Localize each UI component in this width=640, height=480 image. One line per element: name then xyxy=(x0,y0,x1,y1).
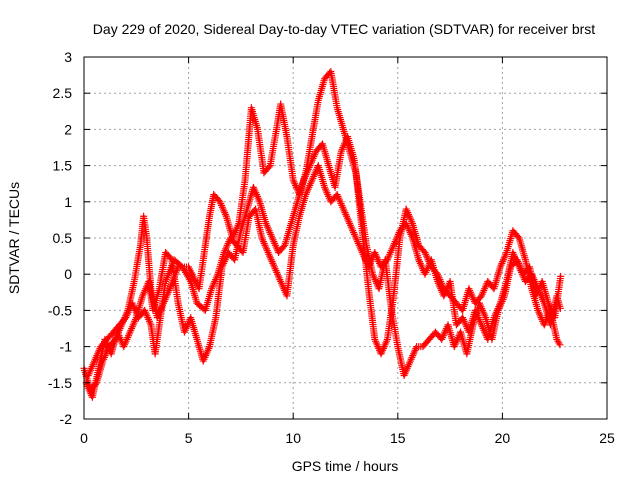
data-point-trace-b xyxy=(557,272,565,280)
data-point-trace-a xyxy=(265,163,273,171)
y-axis-label: SDTVAR / TECUs xyxy=(6,182,22,294)
x-tick-label: 25 xyxy=(599,430,615,446)
x-axis-ticks: 0 5 10 15 20 25 xyxy=(80,57,615,446)
y-tick-label: -0.5 xyxy=(48,302,72,318)
y-tick-label: 2 xyxy=(64,121,72,137)
y-tick-label: -1.5 xyxy=(48,375,72,391)
y-tick-label: 0.5 xyxy=(53,230,73,246)
y-tick-label: 1 xyxy=(64,194,72,210)
data-marks xyxy=(80,67,565,401)
y-tick-label: 3 xyxy=(64,49,72,65)
x-tick-label: 20 xyxy=(495,430,511,446)
x-tick-label: 0 xyxy=(80,430,88,446)
y-tick-label: -1 xyxy=(60,339,73,355)
y-tick-label: 1.5 xyxy=(53,158,73,174)
y-axis-ticks: -2 -1.5 -1 -0.5 0 0.5 1 1.5 2 2.5 3 xyxy=(48,49,607,427)
x-tick-label: 15 xyxy=(390,430,406,446)
x-axis-label: GPS time / hours xyxy=(292,458,399,474)
data-point-trace-a xyxy=(556,341,564,349)
x-tick-label: 5 xyxy=(185,430,193,446)
y-tick-label: -2 xyxy=(60,411,73,427)
y-tick-label: 2.5 xyxy=(53,85,73,101)
chart-title: Day 229 of 2020, Sidereal Day-to-day VTE… xyxy=(93,21,595,37)
y-tick-label: 0 xyxy=(64,266,72,282)
grid-lines xyxy=(84,57,607,419)
x-tick-label: 10 xyxy=(285,430,301,446)
data-point-trace-c xyxy=(556,304,564,312)
